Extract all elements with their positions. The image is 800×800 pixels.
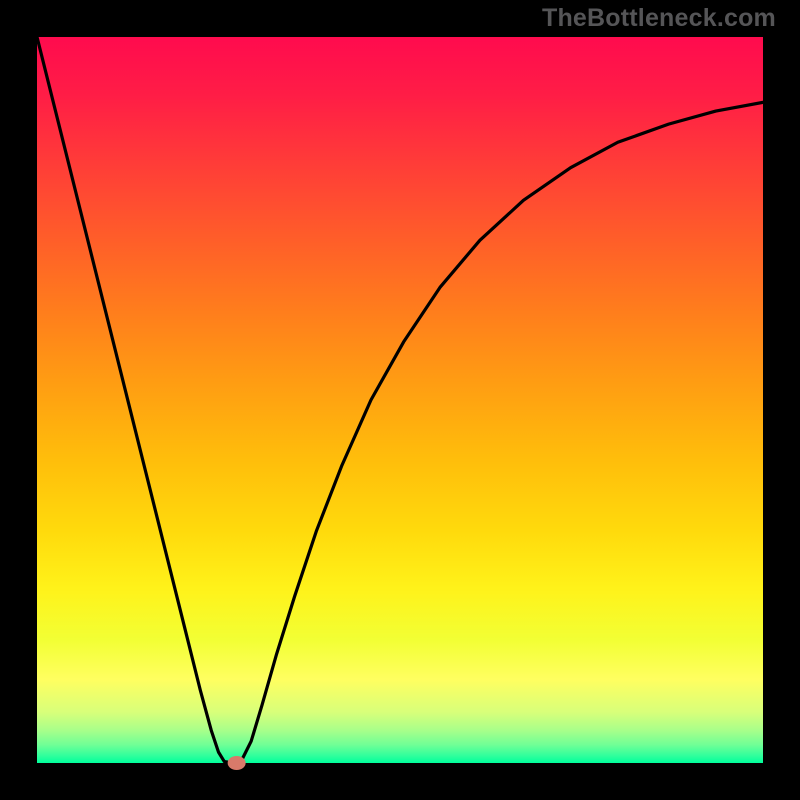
plot-background xyxy=(37,37,763,763)
watermark-text: TheBottleneck.com xyxy=(542,4,776,33)
optimal-marker xyxy=(228,756,246,770)
chart-canvas xyxy=(0,0,800,800)
